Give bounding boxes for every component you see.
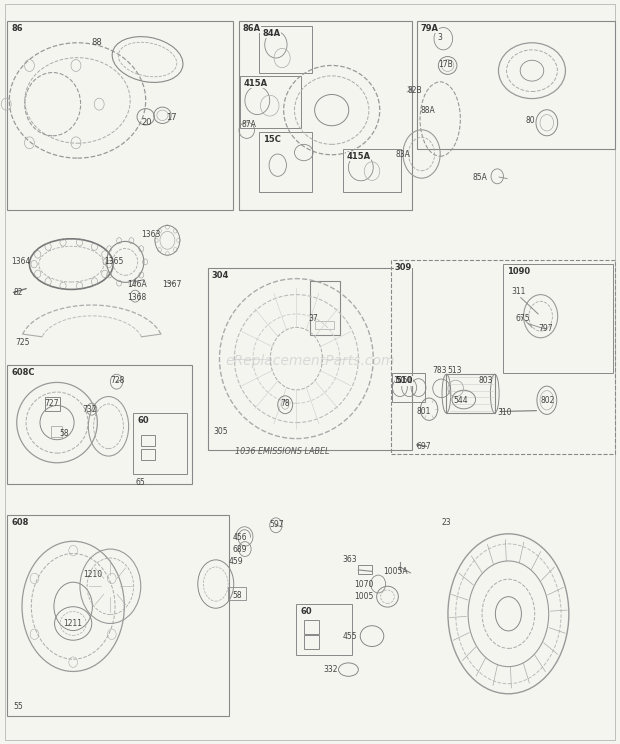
Text: 415A: 415A [244,79,268,88]
Text: 608C: 608C [11,368,35,376]
Bar [503,264,613,373]
Text: 58: 58 [59,429,69,437]
Text: 455: 455 [342,632,357,641]
Text: 510: 510 [396,376,413,385]
Text: 80: 80 [526,116,536,125]
Text: 58: 58 [232,591,242,600]
Bar [141,435,155,446]
Bar [343,149,401,192]
Text: 1364: 1364 [11,257,30,266]
Text: 60: 60 [137,416,149,425]
Bar [133,413,187,474]
Text: 802: 802 [541,396,555,405]
Text: 544: 544 [454,396,469,405]
Bar [7,515,229,716]
Bar [315,321,334,329]
Bar [417,21,615,149]
Bar [45,397,60,411]
Text: 1367: 1367 [162,280,182,289]
Text: 86: 86 [11,24,23,33]
Text: 305: 305 [214,427,229,436]
Text: 608: 608 [11,518,29,527]
Text: 1365: 1365 [104,257,123,266]
Text: 363: 363 [342,555,357,564]
Text: 309: 309 [394,263,412,272]
Text: 86A: 86A [242,24,260,33]
Text: 415A: 415A [347,152,371,161]
Text: 55: 55 [14,702,24,711]
Text: 732: 732 [82,405,96,414]
Bar [446,374,495,413]
Text: 3: 3 [438,33,443,42]
Bar [7,21,232,210]
Text: 65: 65 [135,478,145,487]
Text: 803: 803 [479,376,493,385]
Text: 597: 597 [270,520,285,529]
Text: 1051: 1051 [394,376,413,385]
Text: 697: 697 [417,442,432,451]
Text: 84A: 84A [263,29,281,38]
Text: 78: 78 [280,400,290,408]
Bar [391,260,615,454]
Text: 797: 797 [538,324,553,333]
Text: 60: 60 [300,607,312,616]
Bar [259,132,312,192]
Text: 1036 EMISSIONS LABEL: 1036 EMISSIONS LABEL [235,447,329,456]
Text: 727: 727 [45,399,59,408]
Text: 311: 311 [512,287,526,296]
Text: 1210: 1210 [84,570,103,579]
Text: 801: 801 [417,407,431,416]
Text: 332: 332 [324,665,338,674]
Text: 88A: 88A [420,106,435,115]
Text: 1363: 1363 [141,230,161,239]
Text: 675: 675 [516,314,531,323]
Text: 310: 310 [497,408,511,417]
Text: 1211: 1211 [63,619,82,628]
Bar [296,604,352,655]
Bar [304,620,319,634]
Text: 87A: 87A [242,121,257,129]
Text: 689: 689 [232,545,247,554]
Text: 1005: 1005 [355,592,374,601]
Bar [239,21,412,210]
Text: 304: 304 [211,271,229,280]
Text: 146A: 146A [127,280,147,289]
Bar [304,635,319,649]
Text: 37: 37 [309,314,319,323]
Bar [259,26,312,73]
Bar [392,373,425,402]
Bar [51,426,62,437]
Text: 88: 88 [92,38,102,47]
Bar [358,565,372,574]
Text: 728: 728 [110,376,125,385]
Text: 459: 459 [228,557,243,566]
Text: 79A: 79A [420,24,438,33]
Text: 17: 17 [166,113,177,122]
Text: 15C: 15C [263,135,281,144]
Bar [228,587,246,600]
Text: eReplacementParts.com: eReplacementParts.com [225,354,395,368]
Bar [240,76,301,128]
Text: 456: 456 [232,533,247,542]
Text: 82: 82 [14,288,23,297]
Text: 1005A: 1005A [383,567,408,576]
Text: 1368: 1368 [127,293,146,302]
Text: 783: 783 [433,366,447,375]
Text: 725: 725 [16,338,30,347]
Text: 17B: 17B [438,60,453,69]
Bar [208,268,412,450]
Text: 513: 513 [448,366,462,375]
Bar [141,449,155,460]
Text: 1090: 1090 [507,267,530,276]
Bar [7,365,192,484]
Bar [310,281,340,335]
Text: 20: 20 [141,118,152,126]
Text: 1070: 1070 [355,580,374,589]
Text: 82B: 82B [408,86,423,95]
Text: 85A: 85A [472,173,487,182]
Text: 23: 23 [441,518,451,527]
Text: 83A: 83A [396,150,410,159]
